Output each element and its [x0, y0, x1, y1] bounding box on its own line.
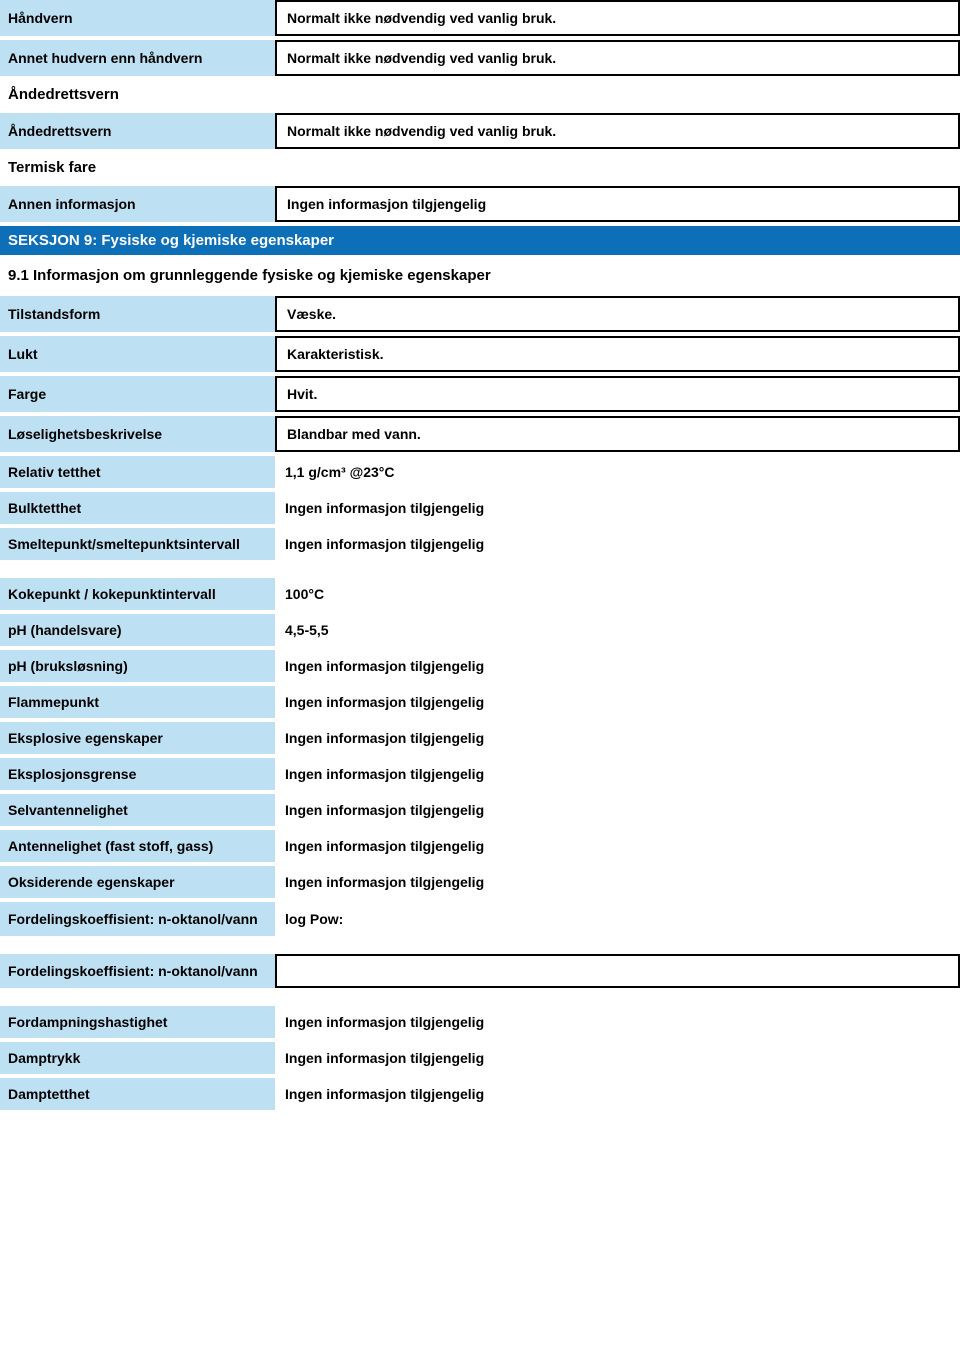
row-value: Ingen informasjon tilgjengelig: [275, 722, 960, 754]
row-label: Løselighetsbeskrivelse: [0, 416, 275, 452]
row-value: Karakteristisk.: [275, 336, 960, 372]
row-value: [275, 954, 960, 988]
row-label: Selvantennelighet: [0, 794, 275, 826]
row-value: Ingen informasjon tilgjengelig: [275, 686, 960, 718]
sec91b-row-1: pH (handelsvare)4,5-5,5: [0, 614, 960, 646]
sec91b-row-3: FlammepunktIngen informasjon tilgjengeli…: [0, 686, 960, 718]
sec91a-row-4: Relativ tetthet1,1 g/cm³ @23°C: [0, 456, 960, 488]
row-label: Fordelingskoeffisient: n-oktanol/vann: [0, 954, 275, 988]
row-label: Fordelingskoeffisient: n-oktanol/vann: [0, 902, 275, 936]
sec91a-row-1: LuktKarakteristisk.: [0, 336, 960, 372]
sec91b-row-2: pH (bruksløsning)Ingen informasjon tilgj…: [0, 650, 960, 682]
row-label: Eksplosive egenskaper: [0, 722, 275, 754]
row-label: Damptetthet: [0, 1078, 275, 1110]
sec91b-row-7: Antennelighet (fast stoff, gass)Ingen in…: [0, 830, 960, 862]
row-value: Ingen informasjon tilgjengelig: [275, 794, 960, 826]
sec91b-row-8: Oksiderende egenskaperIngen informasjon …: [0, 866, 960, 898]
sec91a-row-3: LøselighetsbeskrivelseBlandbar med vann.: [0, 416, 960, 452]
row-label: Fordampningshastighet: [0, 1006, 275, 1038]
row-value: Ingen informasjon tilgjengelig: [275, 186, 960, 222]
sec91d-row-1: DamptrykkIngen informasjon tilgjengelig: [0, 1042, 960, 1074]
row-value: Blandbar med vann.: [275, 416, 960, 452]
sec91a-row-6: Smeltepunkt/smeltepunktsintervallIngen i…: [0, 528, 960, 560]
row-label: Relativ tetthet: [0, 456, 275, 488]
sec91b-row-4: Eksplosive egenskaperIngen informasjon t…: [0, 722, 960, 754]
sec91a-row-0: TilstandsformVæske.: [0, 296, 960, 332]
row-label: Eksplosjonsgrense: [0, 758, 275, 790]
row-value: Ingen informasjon tilgjengelig: [275, 866, 960, 898]
andedrettsvern-row-0: ÅndedrettsvernNormalt ikke nødvendig ved…: [0, 113, 960, 149]
row-value: Ingen informasjon tilgjengelig: [275, 492, 960, 524]
row-label: Annet hudvern enn håndvern: [0, 40, 275, 76]
heading-termisk: Termisk fare: [0, 153, 960, 182]
row-label: Flammepunkt: [0, 686, 275, 718]
row-value: 1,1 g/cm³ @23°C: [275, 456, 960, 488]
top-row-0: HåndvernNormalt ikke nødvendig ved vanli…: [0, 0, 960, 36]
sec91c-row-0: Fordelingskoeffisient: n-oktanol/vann: [0, 954, 960, 988]
row-label: Håndvern: [0, 0, 275, 36]
row-value: Normalt ikke nødvendig ved vanlig bruk.: [275, 0, 960, 36]
row-label: Lukt: [0, 336, 275, 372]
termisk-row-0: Annen informasjonIngen informasjon tilgj…: [0, 186, 960, 222]
heading-andedrettsvern: Åndedrettsvern: [0, 80, 960, 109]
sec91a-row-5: BulktetthetIngen informasjon tilgjengeli…: [0, 492, 960, 524]
row-value: Normalt ikke nødvendig ved vanlig bruk.: [275, 113, 960, 149]
sec91b-row-6: SelvantennelighetIngen informasjon tilgj…: [0, 794, 960, 826]
row-value: Ingen informasjon tilgjengelig: [275, 528, 960, 560]
row-value: Væske.: [275, 296, 960, 332]
section-9-subheader: 9.1 Informasjon om grunnleggende fysiske…: [0, 259, 960, 292]
row-label: Oksiderende egenskaper: [0, 866, 275, 898]
row-value: Ingen informasjon tilgjengelig: [275, 1042, 960, 1074]
row-value: Ingen informasjon tilgjengelig: [275, 650, 960, 682]
sec91a-row-2: FargeHvit.: [0, 376, 960, 412]
row-label: Farge: [0, 376, 275, 412]
sec91b-row-9: Fordelingskoeffisient: n-oktanol/vannlog…: [0, 902, 960, 936]
row-value: Ingen informasjon tilgjengelig: [275, 758, 960, 790]
spacer: [0, 992, 960, 1006]
sec91b-row-0: Kokepunkt / kokepunktintervall100°C: [0, 578, 960, 610]
row-label: Annen informasjon: [0, 186, 275, 222]
row-label: Smeltepunkt/smeltepunktsintervall: [0, 528, 275, 560]
sec91d-row-0: FordampningshastighetIngen informasjon t…: [0, 1006, 960, 1038]
row-label: Tilstandsform: [0, 296, 275, 332]
row-value: 4,5-5,5: [275, 614, 960, 646]
row-label: Damptrykk: [0, 1042, 275, 1074]
row-label: Kokepunkt / kokepunktintervall: [0, 578, 275, 610]
top-row-1: Annet hudvern enn håndvernNormalt ikke n…: [0, 40, 960, 76]
row-value: Hvit.: [275, 376, 960, 412]
section-9-header: SEKSJON 9: Fysiske og kjemiske egenskape…: [0, 226, 960, 255]
row-label: Antennelighet (fast stoff, gass): [0, 830, 275, 862]
row-label: Bulktetthet: [0, 492, 275, 524]
row-value: Ingen informasjon tilgjengelig: [275, 1078, 960, 1110]
row-value: Normalt ikke nødvendig ved vanlig bruk.: [275, 40, 960, 76]
row-value: 100°C: [275, 578, 960, 610]
row-value: log Pow:: [275, 902, 960, 936]
row-value: Ingen informasjon tilgjengelig: [275, 830, 960, 862]
row-label: pH (bruksløsning): [0, 650, 275, 682]
spacer: [0, 940, 960, 954]
row-label: pH (handelsvare): [0, 614, 275, 646]
row-value: Ingen informasjon tilgjengelig: [275, 1006, 960, 1038]
sec91d-row-2: DamptetthetIngen informasjon tilgjengeli…: [0, 1078, 960, 1110]
spacer: [0, 564, 960, 578]
sec91b-row-5: EksplosjonsgrenseIngen informasjon tilgj…: [0, 758, 960, 790]
row-label: Åndedrettsvern: [0, 113, 275, 149]
